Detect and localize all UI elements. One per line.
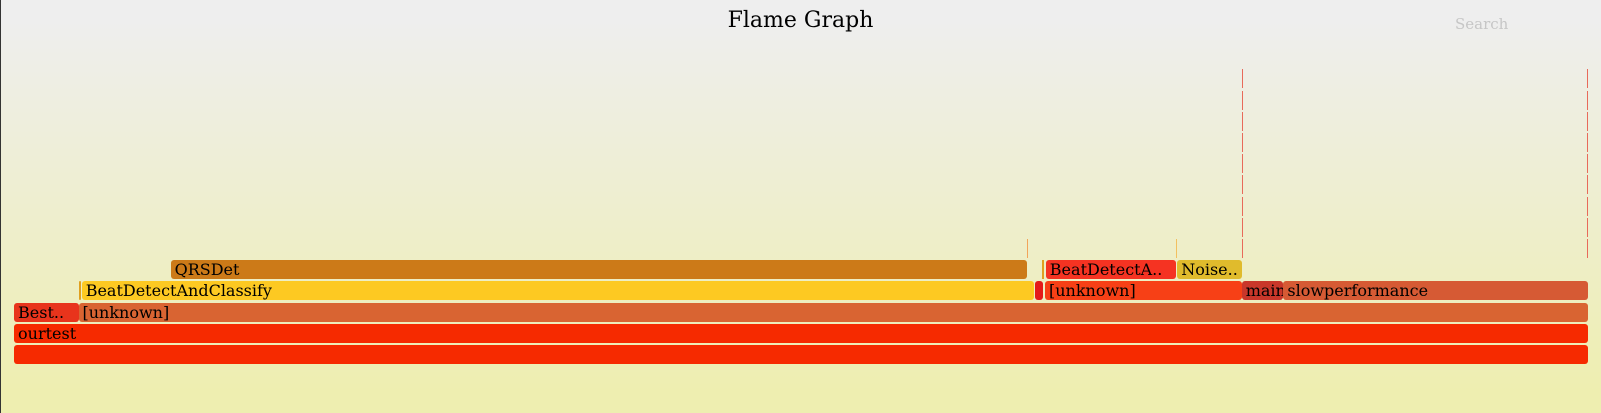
frame-unknown[interactable]: [unknown] (1045, 281, 1242, 301)
frame-main[interactable]: main (1241, 281, 1283, 301)
frame-beatdetecta[interactable]: BeatDetectA.. (1045, 260, 1177, 280)
frame-unlabeled[interactable] (1176, 239, 1178, 258)
frame-unlabeled[interactable] (1587, 175, 1589, 195)
frame-unlabeled[interactable] (1587, 69, 1589, 89)
frame-label: BeatDetectAndClassify (85, 281, 272, 301)
frame-unlabeled[interactable] (1587, 196, 1589, 216)
frame-unlabeled[interactable] (1587, 111, 1589, 131)
frame-label: [unknown] (1049, 281, 1136, 301)
frame-unlabeled[interactable] (1026, 239, 1028, 258)
frame-unknown[interactable]: [unknown] (78, 302, 1588, 322)
frame-best[interactable]: Best.. (14, 302, 79, 322)
frame-slowperformance[interactable]: slowperformance (1283, 281, 1588, 301)
frame-label: Noise.. (1181, 260, 1238, 280)
frame-unlabeled[interactable] (1241, 154, 1243, 174)
frame-unlabeled[interactable] (1241, 90, 1243, 110)
frame-unlabeled[interactable] (78, 281, 81, 301)
frame-unlabeled[interactable] (1241, 217, 1243, 237)
frame-unlabeled[interactable] (1041, 260, 1044, 280)
frame-label: slowperformance (1287, 281, 1429, 301)
frame-unlabeled[interactable] (1587, 217, 1589, 237)
frame-qrsdet[interactable]: QRSDet (170, 260, 1027, 280)
left-border (0, 0, 1, 413)
frame-unlabeled[interactable] (14, 345, 1588, 364)
frame-label: BeatDetectA.. (1049, 260, 1163, 280)
chart-title: Flame Graph (727, 8, 874, 33)
frame-beatdetectandclassify[interactable]: BeatDetectAndClassify (81, 281, 1034, 301)
frame-noise[interactable]: Noise.. (1177, 260, 1242, 280)
frame-unlabeled[interactable] (1241, 175, 1243, 195)
frame-unlabeled[interactable] (1587, 90, 1589, 110)
frame-unlabeled[interactable] (1241, 111, 1243, 131)
frame-unlabeled[interactable] (1241, 239, 1243, 258)
frame-unlabeled[interactable] (1241, 196, 1243, 216)
frame-unlabeled[interactable] (1587, 133, 1589, 152)
frame-label: Best.. (18, 302, 65, 322)
search-button[interactable]: Search (1455, 15, 1509, 33)
frame-unlabeled[interactable] (1241, 69, 1243, 89)
frame-label: QRSDet (174, 260, 240, 280)
frame-label: ourtest (18, 323, 77, 343)
frame-unlabeled[interactable] (1241, 133, 1243, 152)
frame-ourtest[interactable]: ourtest (14, 323, 1588, 343)
frame-label: main (1245, 281, 1283, 301)
frame-label: [unknown] (82, 302, 170, 322)
frame-unlabeled[interactable] (1034, 281, 1043, 301)
frame-unlabeled[interactable] (1587, 154, 1589, 174)
frame-unlabeled[interactable] (1587, 239, 1589, 258)
